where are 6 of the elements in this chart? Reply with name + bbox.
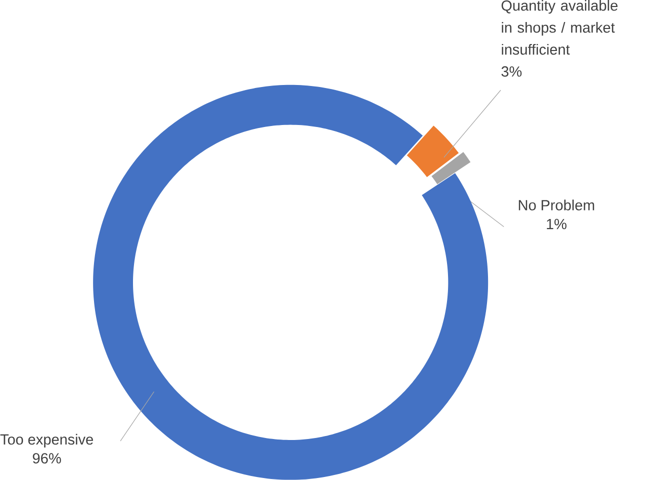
data-label: 96% — [32, 453, 61, 464]
slice-label: Quantity available in shops / market insufficient — [502, 0, 618, 55]
data-label: 3% — [501, 66, 522, 77]
data-label: 1% — [546, 218, 566, 230]
legend-label: No Problem — [518, 200, 594, 210]
slice-label: Too expensive — [0, 434, 94, 448]
